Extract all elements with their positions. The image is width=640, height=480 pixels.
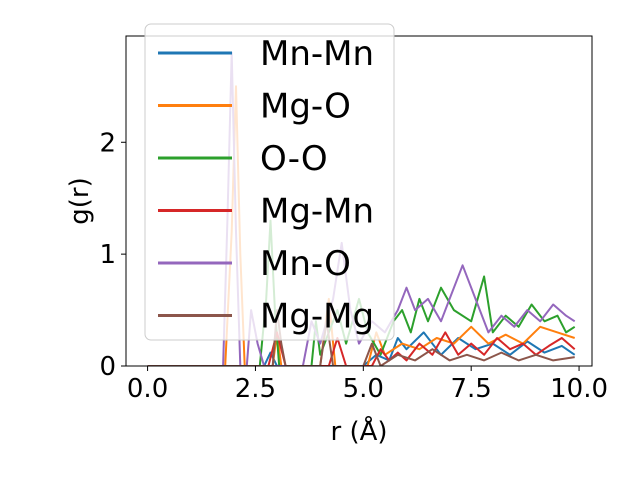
x-tick-label: 10.0	[550, 374, 608, 404]
legend-label-mg-o: Mg-O	[260, 87, 351, 127]
series-line-mg-mn	[147, 331, 576, 366]
series-line-mg-mg	[147, 309, 575, 366]
series-line-o-o	[147, 219, 576, 366]
x-tick-label: 0.0	[127, 374, 168, 404]
y-axis-ticks: 0 1 2	[99, 128, 126, 382]
y-tick-label: 2	[99, 128, 116, 158]
x-axis-label: r (Å)	[330, 415, 387, 447]
legend-label-mn-o: Mn-O	[260, 244, 351, 284]
x-tick-label: 7.5	[451, 374, 492, 404]
y-axis-label: g(r)	[65, 177, 95, 224]
legend-label-mg-mn: Mg-Mn	[260, 192, 374, 232]
legend-label-mg-mg: Mg-Mg	[260, 297, 374, 337]
legend-box	[144, 23, 395, 341]
y-tick-label: 0	[99, 352, 116, 382]
x-axis-ticks: 0.0 2.5 5.0 7.5 10.0	[127, 366, 608, 404]
series-line-mn-mn	[147, 331, 576, 366]
legend: Mn-Mn Mg-O O-O Mg-Mn Mn-O Mg-Mg	[144, 23, 395, 341]
x-tick-label: 5.0	[343, 374, 384, 404]
legend-label-o-o: O-O	[260, 139, 328, 179]
y-tick-label: 1	[99, 240, 116, 270]
x-tick-label: 2.5	[235, 374, 276, 404]
legend-label-mn-mn: Mn-Mn	[260, 34, 374, 74]
